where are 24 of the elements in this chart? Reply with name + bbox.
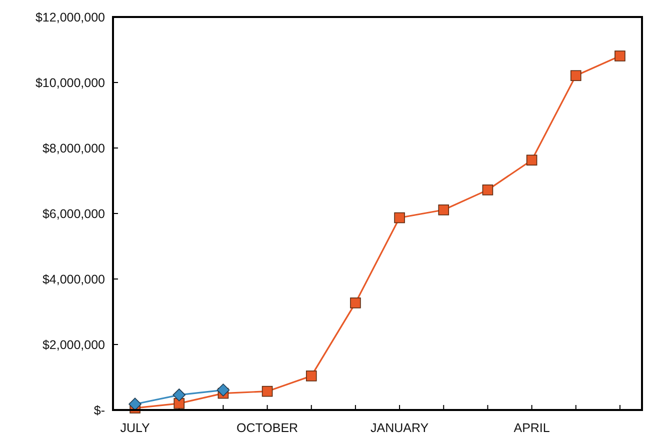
point: [306, 370, 317, 382]
point: [216, 384, 230, 396]
x-tick-label: APRIL: [514, 421, 550, 435]
point: [128, 398, 142, 411]
y-tick-label: $6,000,000: [42, 206, 106, 221]
y-tick-label: $2,000,000: [42, 338, 106, 352]
point: [350, 298, 361, 308]
x-tick-label: JANUARY: [370, 421, 430, 435]
y-tick-label: $8,000,000: [42, 141, 106, 156]
point: [570, 70, 582, 82]
point: [172, 388, 186, 402]
point: [174, 398, 185, 409]
y-tick-label: $12,000,000: [35, 10, 106, 24]
point: [438, 204, 450, 216]
y-tick-label: $4,000,000: [42, 272, 106, 286]
point: [394, 212, 405, 224]
y-tick-label: $-: [94, 403, 105, 418]
point: [526, 154, 538, 166]
y-tick-label: $10,000,000: [35, 76, 106, 90]
x-tick-label: JULY: [120, 421, 151, 435]
point: [482, 184, 494, 196]
point: [614, 50, 626, 62]
x-tick-label: OCTOBER: [236, 421, 298, 435]
point: [262, 386, 273, 397]
